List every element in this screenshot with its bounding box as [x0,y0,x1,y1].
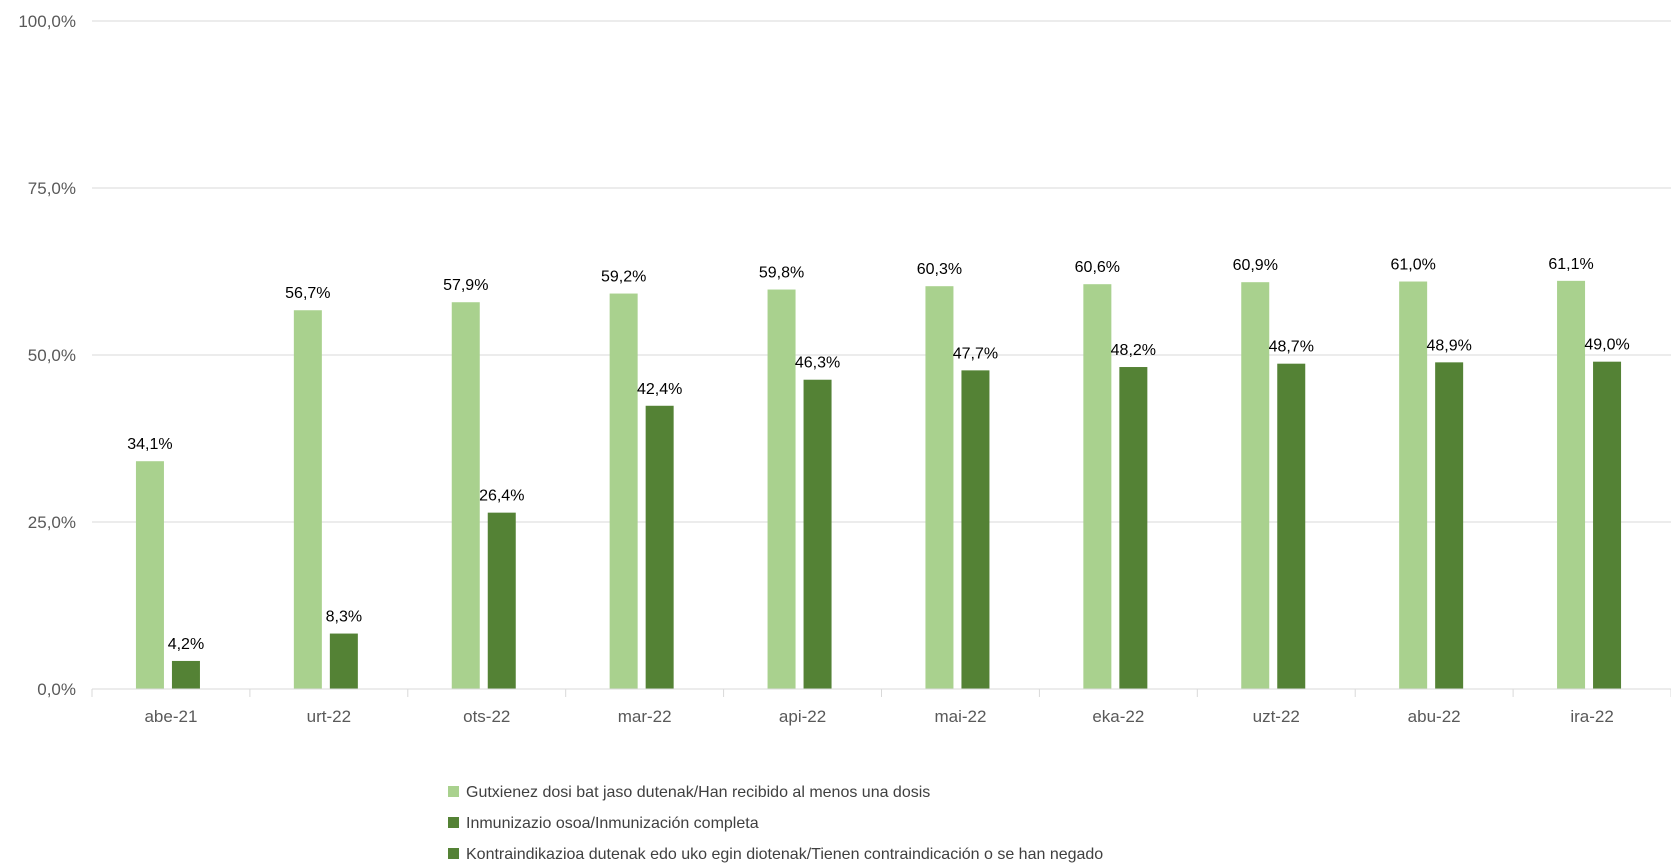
legend-swatch [448,786,459,797]
data-label: 60,9% [1233,257,1278,274]
x-tick-label: urt-22 [307,707,351,726]
data-label: 46,3% [795,355,840,372]
bar-full-immunization [487,512,516,689]
bar-full-immunization [803,379,832,689]
bar-at-least-one-dose [1241,282,1270,689]
bar-at-least-one-dose [1399,281,1428,689]
bar-at-least-one-dose [1083,284,1112,689]
y-tick-label: 100,0% [18,12,76,31]
data-label: 60,3% [917,261,962,278]
data-label: 56,7% [285,285,330,302]
data-labels: 34,1% 56,7% 57,9% 59,2% 59,8% 60,3% 60,6% 60,9%… [127,256,1629,653]
legend-swatch [448,817,459,828]
bar-at-least-one-dose [135,461,164,689]
bar-full-immunization [171,660,200,689]
legend-label: Gutxienez dosi bat jaso dutenak/Han reci… [466,784,930,801]
legend-label: Inmunizazio osoa/Inmunización completa [466,815,759,832]
data-label: 61,0% [1390,257,1435,274]
bars [135,280,1622,689]
data-label: 4,2% [168,636,204,653]
x-tick-label: abe-21 [144,707,197,726]
legend-label: Kontraindikazioa dutenak edo uko egin di… [466,846,1103,863]
x-tick-label: abu-22 [1408,707,1461,726]
data-label: 48,9% [1426,337,1471,354]
data-label: 48,7% [1269,339,1314,356]
data-label: 49,0% [1584,337,1629,354]
bar-at-least-one-dose [293,310,322,689]
y-axis-ticks: 0,0% 25,0% 50,0% 75,0% 100,0% [18,12,76,699]
data-label: 47,7% [953,345,998,362]
bar-full-immunization [1593,361,1622,689]
data-label: 61,1% [1548,256,1593,273]
bar-at-least-one-dose [767,289,796,689]
x-tick-label: uzt-22 [1253,707,1300,726]
x-tick-label: ira-22 [1570,707,1613,726]
data-label: 48,2% [1111,342,1156,359]
y-tick-label: 50,0% [28,346,76,365]
y-tick-label: 0,0% [37,680,76,699]
bar-at-least-one-dose [609,293,638,689]
bar-full-immunization [1435,362,1464,689]
data-label: 59,2% [601,269,646,286]
x-tick-label: ots-22 [463,707,510,726]
data-label: 59,8% [759,265,804,282]
data-label: 60,6% [1075,259,1120,276]
bar-full-immunization [1119,367,1148,689]
data-label: 34,1% [127,436,172,453]
data-label: 42,4% [637,381,682,398]
y-tick-label: 75,0% [28,179,76,198]
data-label: 57,9% [443,277,488,294]
bar-full-immunization [329,633,358,689]
bar-full-immunization [961,370,990,689]
bar-full-immunization [1277,363,1306,689]
x-tick-label: eka-22 [1092,707,1144,726]
data-label: 26,4% [479,488,524,505]
y-tick-label: 25,0% [28,513,76,532]
data-label: 8,3% [326,609,362,626]
legend: Gutxienez dosi bat jaso dutenak/Han reci… [448,784,1103,863]
x-axis: abe-21 urt-22 ots-22 mar-22 api-22 mai-22 eka-… [91,688,1671,726]
bar-at-least-one-dose [451,302,480,689]
x-tick-label: mar-22 [618,707,672,726]
bar-full-immunization [645,405,674,689]
bar-at-least-one-dose [925,286,954,689]
bar-at-least-one-dose [1557,280,1586,689]
x-tick-label: api-22 [779,707,826,726]
x-tick-label: mai-22 [934,707,986,726]
legend-swatch [448,848,459,859]
